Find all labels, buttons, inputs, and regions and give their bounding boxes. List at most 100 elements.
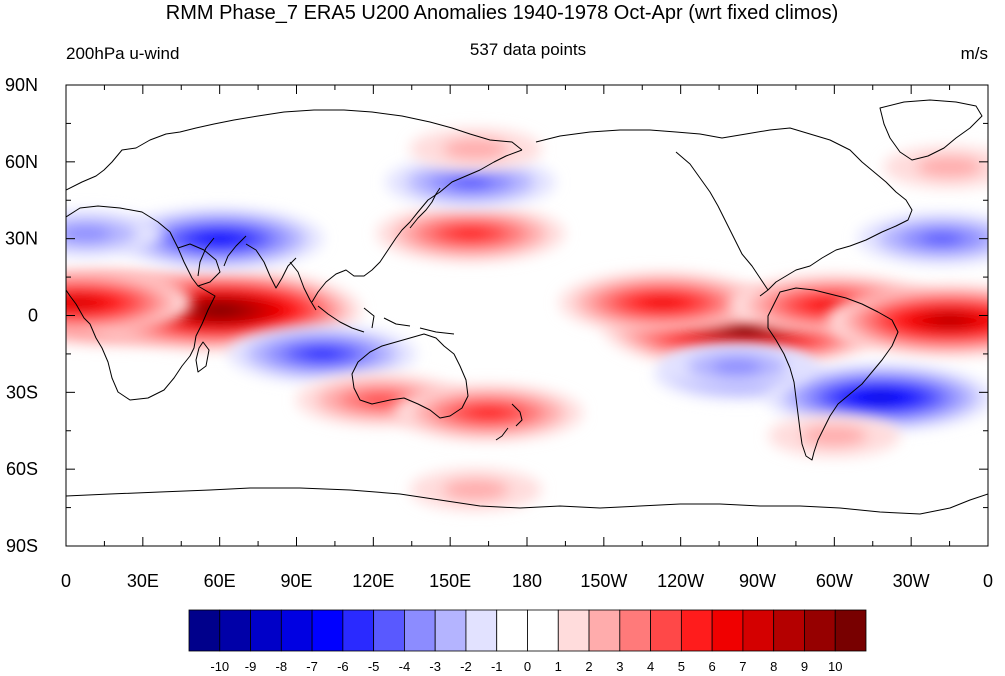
anomaly-feature: [66, 210, 162, 257]
x-tick-label: 150W: [580, 571, 627, 591]
anomaly-contour: [934, 316, 965, 326]
x-tick-label: 0: [61, 571, 71, 591]
anomaly-feature: [385, 156, 556, 209]
coastline-north-america: [535, 127, 913, 297]
colorbar-box: [773, 609, 805, 652]
colorbar-label: 9: [801, 659, 808, 674]
colorbar-box: [619, 609, 651, 652]
y-tick-label: 60S: [6, 459, 38, 479]
coastline-australia: [351, 333, 469, 419]
anomaly-feature: [409, 128, 542, 171]
colorbar-label: 4: [647, 659, 654, 674]
anomaly-contour: [916, 156, 983, 178]
colorbar-box: [434, 609, 467, 652]
subtitle-left: 200hPa u-wind: [66, 44, 179, 63]
map-axes: 90N 60N 30N 0 30S 60S 90S 0 30E 60E 90E 120E 150E 180…: [5, 75, 993, 591]
colorbar-label: 6: [709, 659, 716, 674]
anomaly-contour: [451, 227, 490, 240]
coastline-japan: [409, 187, 441, 229]
anomaly-feature: [376, 205, 565, 262]
colorbar-label: -7: [306, 659, 318, 674]
colorbar-label: -9: [245, 659, 257, 674]
colorbar-box: [834, 609, 867, 652]
y-tick-label: 90N: [5, 75, 38, 95]
colorbar-label: 2: [585, 659, 592, 674]
coastline-south-america: [767, 287, 899, 461]
x-tick-label: 60E: [204, 571, 236, 591]
plot-area: [66, 85, 988, 546]
y-tick-label: 0: [28, 306, 38, 326]
subtitle-center: 537 data points: [470, 40, 586, 59]
colorbar-label: 10: [828, 659, 842, 674]
anomaly-feature: [827, 285, 988, 357]
colorbar-label: -4: [399, 659, 411, 674]
coastline-new-zealand: [495, 403, 523, 441]
subtitle-right: m/s: [961, 44, 988, 63]
anomaly-contour: [205, 306, 234, 315]
x-tick-label: 0: [983, 571, 993, 591]
anomaly-feature: [394, 384, 583, 442]
colorbar-box: [588, 609, 621, 652]
coastlines: [66, 99, 988, 515]
anomaly-feature: [559, 272, 767, 334]
colorbar-box: [650, 609, 682, 652]
coastline-arabia: [177, 243, 221, 287]
colorbar-box: [188, 609, 221, 652]
anomaly-contour: [359, 393, 403, 407]
colorbar-box: [527, 609, 559, 652]
anomaly-contour: [66, 225, 112, 242]
anomaly-contour: [645, 297, 681, 308]
y-tick-label: 30S: [6, 382, 38, 402]
anomaly-feature: [768, 414, 901, 457]
colorbar-label: 1: [555, 659, 562, 674]
x-tick-label: 90W: [739, 571, 776, 591]
colorbar-label: 7: [739, 659, 746, 674]
coastline-madagascar: [195, 341, 210, 373]
anomaly-contour: [442, 479, 509, 501]
x-tick-label: 90E: [280, 571, 312, 591]
colorbar-box: [373, 609, 405, 652]
anomaly-feature: [767, 364, 988, 431]
colorbar-label: 5: [678, 659, 685, 674]
y-tick-label: 60N: [5, 152, 38, 172]
anomaly-contour: [449, 175, 492, 189]
x-tick-label: 30E: [127, 571, 159, 591]
anomaly-feature: [857, 212, 988, 265]
coastline-antarctica: [66, 487, 988, 515]
colorbar-box: [557, 609, 590, 652]
colorbar-box: [496, 609, 528, 652]
x-tick-label: 30W: [893, 571, 930, 591]
colorbar-label: -2: [460, 659, 472, 674]
colorbar-box: [404, 609, 436, 652]
anomaly-contour: [442, 138, 509, 160]
colorbar-box: [804, 609, 836, 652]
coastline-greenland: [879, 99, 983, 161]
anomaly-feature: [227, 325, 417, 383]
colorbar-label: -6: [337, 659, 349, 674]
anomaly-contour: [303, 348, 341, 360]
colorbar-box: [219, 609, 251, 652]
colorbar-label: 3: [616, 659, 623, 674]
colorbar-label: -1: [491, 659, 503, 674]
anomaly-contour: [66, 297, 95, 308]
anomaly-contour: [730, 324, 759, 333]
y-tick-label: 90S: [6, 536, 38, 556]
x-tick-label: 120E: [352, 571, 394, 591]
colorbar-box: [311, 609, 344, 652]
anomaly-contour: [864, 392, 897, 403]
colorbar: -10 -9 -8 -7 -6 -5 -4 -3 -2 -1 0 1 2 3 4 5 6 7 8 9 10: [188, 609, 867, 674]
anomaly-feature: [661, 343, 813, 391]
map-title: RMM Phase_7 ERA5 U200 Anomalies 1940-197…: [166, 2, 839, 24]
colorbar-box: [250, 609, 282, 652]
x-tick-label: 180: [512, 571, 542, 591]
colorbar-label: 0: [524, 659, 531, 674]
x-tick-label: 60W: [816, 571, 853, 591]
x-tick-label: 120W: [657, 571, 704, 591]
coastline-indonesia: [317, 305, 455, 335]
colorbar-box: [342, 609, 375, 652]
anomaly-contour: [711, 358, 763, 375]
colorbar-label: -8: [276, 659, 288, 674]
colorbar-box: [742, 609, 775, 652]
coastline-africa: [66, 205, 216, 401]
